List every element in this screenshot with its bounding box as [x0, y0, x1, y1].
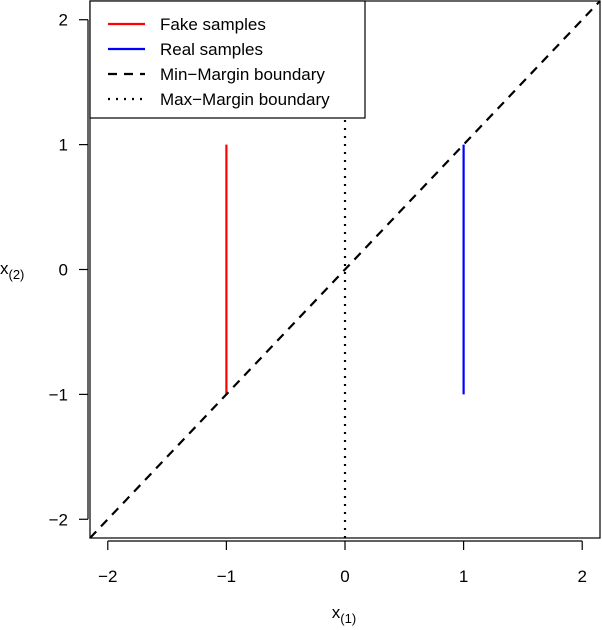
x-tick-label: 1	[459, 567, 468, 586]
legend-label: Fake samples	[160, 15, 266, 34]
series-line-2	[89, 0, 601, 539]
x-axis-label: x(1)	[332, 603, 356, 626]
y-tick-label: 1	[59, 136, 68, 155]
axes: −2 −1 0 1 2 −2 −1 0 1 2	[49, 11, 587, 586]
legend-label: Min−Margin boundary	[160, 65, 325, 84]
x-tick-label: −1	[217, 567, 236, 586]
y-axis-label: x(2)	[0, 259, 24, 282]
x-tick-label: 2	[577, 567, 586, 586]
y-tick-label: 2	[59, 11, 68, 30]
legend: Fake samples Real samples Min−Margin bound…	[89, 0, 366, 119]
x-axis-label-main: x	[332, 603, 341, 622]
x-tick-label: −2	[98, 567, 117, 586]
y-axis-label-main: x	[0, 259, 9, 278]
y-axis-label-subscript: (2)	[9, 267, 25, 282]
x-tick-label: 0	[340, 567, 349, 586]
y-tick-label: −2	[49, 510, 68, 529]
legend-label: Real samples	[160, 40, 263, 59]
x-axis-label-subscript: (1)	[340, 611, 356, 626]
legend-box	[89, 0, 366, 119]
y-tick-label: −1	[49, 385, 68, 404]
y-tick-label: 0	[59, 261, 68, 280]
legend-label: Max−Margin boundary	[160, 90, 330, 109]
plot-area	[89, 0, 601, 539]
